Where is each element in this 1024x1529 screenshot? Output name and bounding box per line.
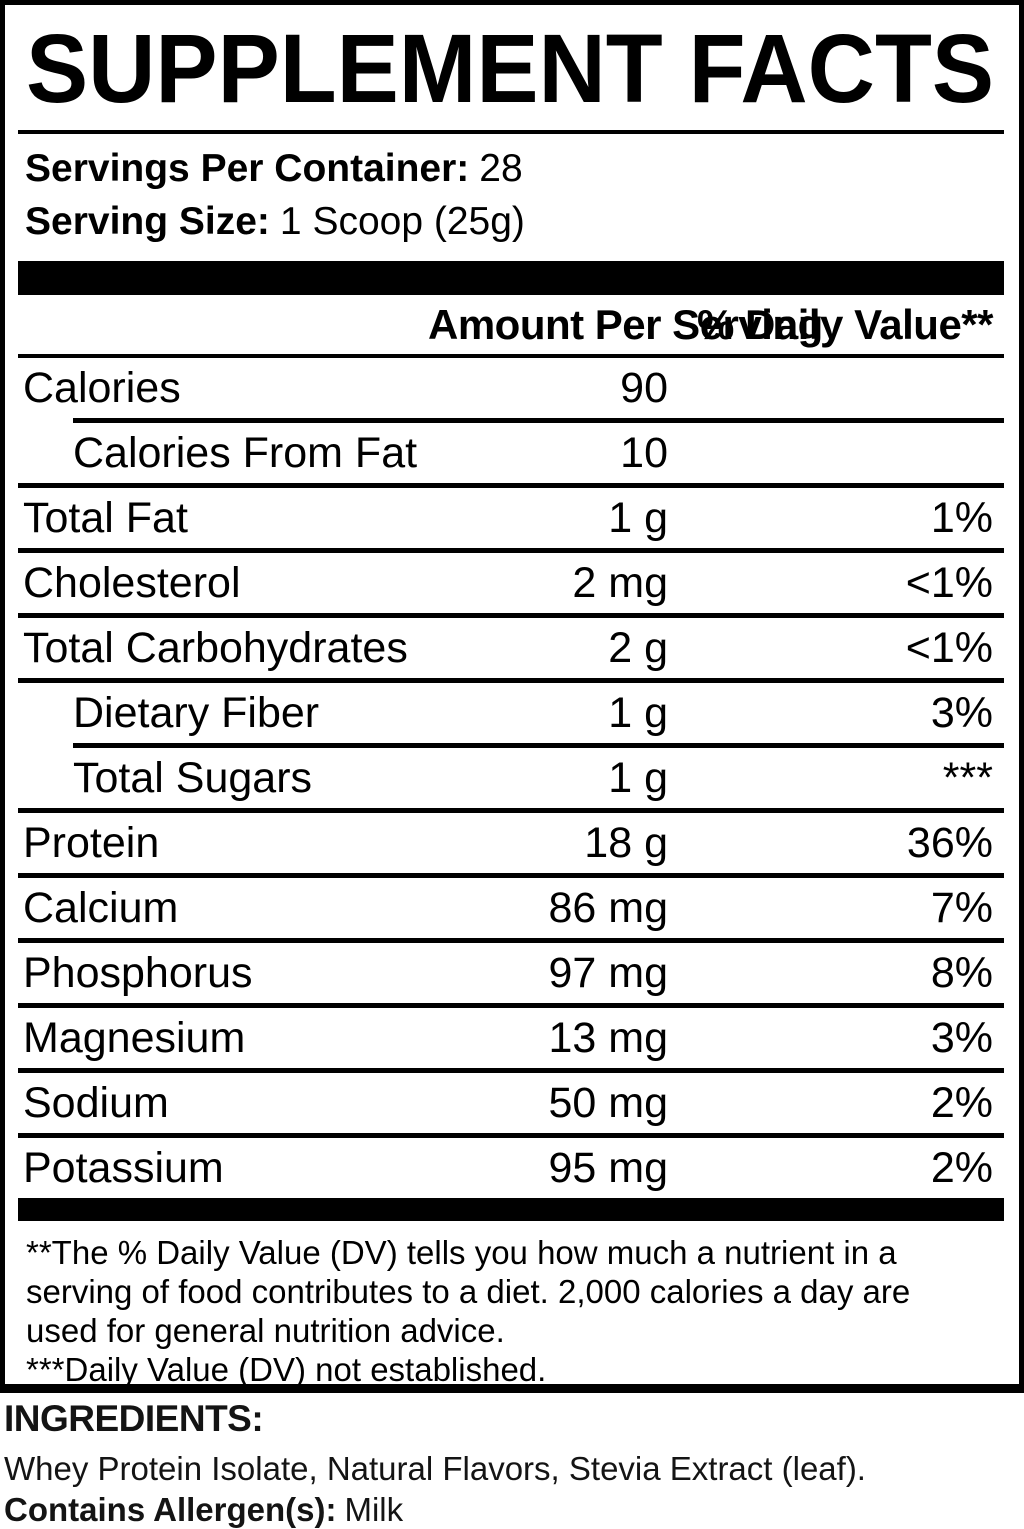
table-row-cholesterol: Cholesterol 2 mg <1% bbox=[18, 553, 1004, 613]
nutrient-daily-value: 3% bbox=[930, 1013, 993, 1062]
nutrient-amount: 1 g bbox=[608, 493, 668, 542]
row-divider bbox=[73, 418, 1004, 423]
nutrient-amount: 13 mg bbox=[548, 1013, 668, 1062]
nutrient-amount: 97 mg bbox=[548, 948, 668, 997]
ingredients-list: Whey Protein Isolate, Natural Flavors, S… bbox=[4, 1450, 866, 1487]
nutrient-name: Calories bbox=[23, 363, 181, 412]
nutrition-table: Amount Per Serving % Daily Value** Calor… bbox=[18, 295, 1004, 1198]
panel-title-graphic: SUPPLEMENT FACTS bbox=[26, 19, 994, 121]
separator-bar-bottom bbox=[18, 1198, 1004, 1221]
nutrient-name: Phosphorus bbox=[23, 948, 253, 997]
daily-value-header: % Daily Value** bbox=[697, 300, 994, 348]
nutrient-name: Dietary Fiber bbox=[73, 688, 320, 737]
nutrient-amount: 2 g bbox=[608, 623, 668, 672]
serving-size-label: Serving Size: bbox=[25, 200, 270, 243]
row-divider bbox=[18, 613, 1004, 618]
footnote-line: used for general nutrition advice. bbox=[26, 1312, 505, 1349]
row-divider bbox=[18, 1003, 1004, 1008]
row-divider bbox=[73, 743, 1004, 748]
nutrient-name: Cholesterol bbox=[23, 558, 241, 607]
table-row-phosphorus: Phosphorus 97 mg 8% bbox=[18, 943, 1004, 1003]
table-row-magnesium: Magnesium 13 mg 3% bbox=[18, 1008, 1004, 1068]
title-divider bbox=[18, 130, 1004, 134]
nutrient-amount: 18 g bbox=[584, 818, 668, 867]
servings-per-container: Servings Per Container: 28 bbox=[25, 142, 1004, 195]
table-row-protein: Protein 18 g 36% bbox=[18, 813, 1004, 873]
nutrient-daily-value: 7% bbox=[930, 883, 993, 932]
nutrient-name: Magnesium bbox=[23, 1013, 246, 1062]
ingredients-section: INGREDIENTS: Whey Protein Isolate, Natur… bbox=[4, 1398, 1018, 1529]
nutrient-amount: 2 mg bbox=[572, 558, 668, 607]
footnote-line: ***Daily Value (DV) not established. bbox=[26, 1351, 547, 1388]
nutrient-daily-value: 8% bbox=[930, 948, 993, 997]
allergen-value: Milk bbox=[344, 1491, 404, 1528]
footnote: **The % Daily Value (DV) tells you how m… bbox=[18, 1221, 1004, 1389]
nutrient-amount: 50 mg bbox=[548, 1078, 668, 1127]
table-row-sodium: Sodium 50 mg 2% bbox=[18, 1073, 1004, 1133]
nutrient-name: Potassium bbox=[23, 1143, 224, 1192]
nutrient-name: Protein bbox=[23, 818, 160, 867]
ingredients-heading: INGREDIENTS: bbox=[4, 1398, 264, 1439]
serving-info: Servings Per Container: 28 Serving Size: 1… bbox=[25, 142, 1004, 248]
nutrient-daily-value: *** bbox=[942, 753, 993, 802]
table-row-calories-from-fat: Calories From Fat 10 bbox=[18, 423, 1004, 483]
nutrient-daily-value: <1% bbox=[905, 623, 993, 672]
nutrient-amount: 90 bbox=[620, 363, 668, 412]
amount-per-serving-header: Amount Per Serving bbox=[428, 300, 823, 348]
nutrient-name: Calories From Fat bbox=[73, 428, 418, 477]
allergen-label: Contains Allergen(s): bbox=[4, 1491, 337, 1528]
nutrient-daily-value: <1% bbox=[905, 558, 993, 607]
allergen-statement: Contains Allergen(s): Milk bbox=[4, 1491, 1018, 1529]
nutrient-daily-value: 36% bbox=[906, 818, 993, 867]
row-divider bbox=[18, 1133, 1004, 1138]
serving-size-value: 1 Scoop (25g) bbox=[279, 200, 525, 243]
servings-per-container-label: Servings Per Container: bbox=[25, 147, 470, 190]
table-row-total-fat: Total Fat 1 g 1% bbox=[18, 488, 1004, 548]
panel-title: SUPPLEMENT FACTS bbox=[26, 19, 994, 121]
table-row-dietary-fiber: Dietary Fiber 1 g 3% bbox=[18, 683, 1004, 743]
row-divider bbox=[18, 678, 1004, 683]
nutrient-amount: 95 mg bbox=[548, 1143, 668, 1192]
nutrient-name: Total Sugars bbox=[73, 753, 313, 802]
nutrient-amount: 1 g bbox=[608, 753, 668, 802]
table-header: Amount Per Serving % Daily Value** bbox=[18, 295, 1004, 354]
table-row-total-carbohydrates: Total Carbohydrates 2 g <1% bbox=[18, 618, 1004, 678]
separator-bar-top bbox=[18, 261, 1004, 295]
table-row-calcium: Calcium 86 mg 7% bbox=[18, 878, 1004, 938]
nutrient-name: Total Carbohydrates bbox=[23, 623, 408, 672]
row-divider bbox=[18, 808, 1004, 813]
nutrient-amount: 1 g bbox=[608, 688, 668, 737]
header-divider bbox=[18, 354, 1004, 358]
nutrient-name: Calcium bbox=[23, 883, 179, 932]
row-divider bbox=[18, 938, 1004, 943]
footnote-line: **The % Daily Value (DV) tells you how m… bbox=[26, 1234, 897, 1271]
nutrient-daily-value: 2% bbox=[930, 1078, 993, 1127]
serving-size: Serving Size: 1 Scoop (25g) bbox=[25, 195, 1004, 248]
row-divider bbox=[18, 548, 1004, 553]
nutrient-amount: 10 bbox=[620, 428, 668, 477]
nutrient-daily-value: 2% bbox=[930, 1143, 993, 1192]
row-divider bbox=[18, 1068, 1004, 1073]
footnote-line: serving of food contributes to a diet. 2… bbox=[26, 1273, 911, 1310]
nutrient-daily-value: 1% bbox=[930, 493, 993, 542]
row-divider bbox=[18, 483, 1004, 488]
table-row-potassium: Potassium 95 mg 2% bbox=[18, 1138, 1004, 1198]
row-divider bbox=[18, 873, 1004, 878]
nutrient-name: Sodium bbox=[23, 1078, 169, 1127]
table-row-total-sugars: Total Sugars 1 g *** bbox=[18, 748, 1004, 808]
table-row-calories: Calories 90 bbox=[18, 358, 1004, 418]
nutrient-name: Total Fat bbox=[23, 493, 188, 542]
servings-per-container-value: 28 bbox=[479, 147, 523, 190]
nutrient-amount: 86 mg bbox=[548, 883, 668, 932]
nutrient-daily-value: 3% bbox=[930, 688, 993, 737]
supplement-facts-panel: SUPPLEMENT FACTS Servings Per Container:… bbox=[0, 0, 1024, 1393]
